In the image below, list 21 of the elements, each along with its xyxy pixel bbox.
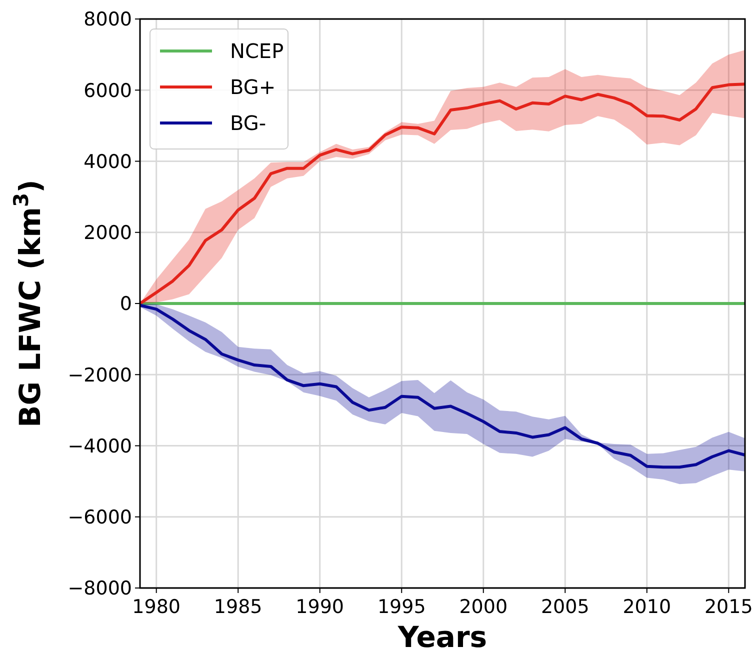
y-tick-label: −8000 — [68, 578, 132, 600]
x-tick-label: 2010 — [622, 596, 672, 618]
y-tick-label: 6000 — [84, 80, 132, 102]
y-tick-label: 0 — [120, 293, 132, 316]
x-tick-label: 1990 — [296, 596, 344, 618]
x-axis-title: Years — [396, 620, 488, 654]
y-tick-label: 8000 — [84, 8, 132, 31]
x-tick-label: 1980 — [132, 596, 181, 618]
y-tick-label: −4000 — [68, 435, 132, 458]
x-tick-label: 2005 — [540, 596, 590, 618]
y-tick-label: 2000 — [84, 222, 132, 244]
y-tick-label: −2000 — [68, 364, 132, 386]
x-tick-label: 1995 — [377, 596, 426, 618]
x-tick-label: 1985 — [214, 596, 262, 618]
x-tick-label: 2015 — [704, 596, 753, 618]
y-tick-label: 4000 — [84, 150, 132, 173]
y-tick-label: −6000 — [68, 506, 132, 529]
legend-label: NCEP — [230, 39, 284, 63]
x-tick-label: 2000 — [459, 596, 508, 618]
legend-label: BG+ — [230, 75, 276, 99]
legend-label: BG- — [230, 111, 266, 135]
